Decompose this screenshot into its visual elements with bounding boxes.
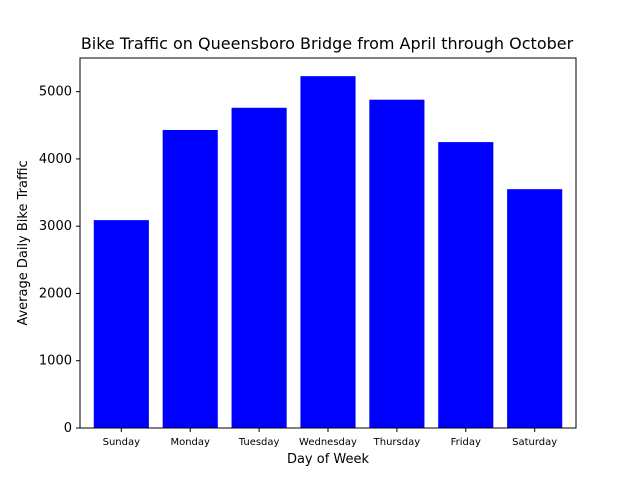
bar-monday [162, 129, 218, 428]
chart-title: Bike Traffic on Queensboro Bridge from A… [81, 34, 574, 53]
x-tick-label: Friday [451, 437, 481, 448]
y-axis: 0 1000 2000 3000 4000 5000 [39, 85, 80, 436]
bar-wednesday [300, 76, 356, 428]
y-tick-label: 1000 [39, 354, 72, 369]
y-tick-label: 3000 [39, 219, 72, 234]
bar-thursday [369, 99, 425, 428]
x-tick-label: Sunday [103, 437, 140, 448]
bars-group [93, 76, 563, 429]
bar-tuesday [231, 107, 287, 429]
x-tick-label: Thursday [373, 437, 421, 448]
x-tick-label: Wednesday [299, 437, 357, 448]
x-axis-label: Day of Week [287, 452, 370, 467]
plot-frame [79, 57, 577, 429]
y-tick-label: 0 [64, 421, 72, 436]
bar-saturday [507, 189, 563, 428]
y-axis-label: Average Daily Bike Traffic [16, 160, 31, 325]
bar-sunday [93, 220, 149, 428]
y-tick-label: 2000 [39, 286, 72, 301]
y-tick-label: 4000 [39, 152, 72, 167]
x-axis: Sunday Monday Tuesday Wednesday Thursday Frid… [103, 428, 557, 448]
x-tick-label: Tuesday [238, 437, 280, 448]
y-tick-label: 5000 [39, 85, 72, 100]
bar-friday [438, 142, 494, 428]
x-tick-label: Monday [170, 437, 210, 448]
x-tick-label: Saturday [512, 437, 557, 448]
